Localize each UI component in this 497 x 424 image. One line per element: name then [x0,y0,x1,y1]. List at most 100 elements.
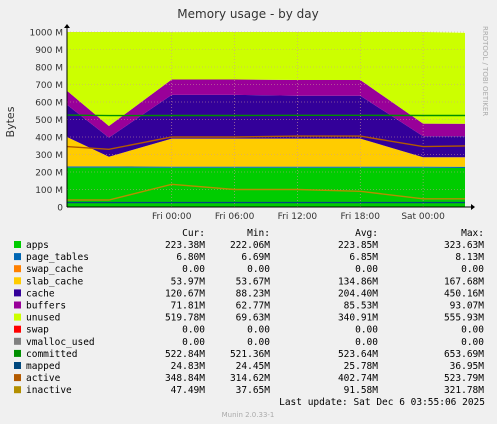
legend-cur: 0.00 [182,264,205,275]
legend-name: buffers [26,301,66,312]
legend-swatch [14,325,21,333]
legend-header: Min: [247,228,270,239]
legend-table: Cur: Min: Avg: Max: apps 223.38M 222.06M 223.85… [14,228,484,396]
chart-title: Memory usage - by day [177,7,318,21]
legend-cur: 519.78M [165,313,205,324]
legend-max: 8.13M [455,252,484,263]
legend-row-unused: unused 519.78M 69.63M 340.91M 555.93M [14,313,484,324]
munin-version: Munin 2.0.33-1 [222,411,275,419]
y-tick-label: 100 M [35,186,63,196]
line-inactive [67,183,465,201]
x-tick-label: Sat 00:00 [401,212,445,222]
x-tick-label: Fri 12:00 [278,212,318,222]
legend-name: cache [26,288,55,299]
y-tick-label: 1000 M [29,29,63,39]
legend-header: Avg: [355,228,378,239]
legend-min: 0.00 [247,337,270,348]
legend-swatch [14,386,21,394]
legend-swatch [14,265,21,273]
legend-max: 0.00 [461,264,484,275]
legend-min: 24.45M [236,361,271,372]
legend-swatch [14,374,21,382]
legend-min: 37.65M [236,385,271,396]
y-tick-label: 900 M [35,46,63,56]
legend-row-committed: committed 522.84M 521.36M 523.64M 653.69M [14,349,484,360]
rrdtool-credit: RRDTOOL / TOBI OETIKER [481,26,489,116]
legend-swatch [14,289,21,297]
legend-min: 314.62M [230,373,270,384]
legend-avg: 134.86M [338,276,378,287]
y-tick-label: 0 [57,204,63,214]
legend-avg: 340.91M [338,313,378,324]
legend-name: committed [26,349,77,360]
legend-row-cache: cache 120.67M 88.23M 204.40M 450.16M [14,288,484,299]
legend-min: 222.06M [230,240,270,251]
x-axis-arrow [471,204,475,210]
legend-row-slab-cache: slab_cache 53.97M 53.67M 134.86M 167.68M [14,276,484,287]
area-page-tables [67,166,465,168]
line-active [66,135,466,151]
y-tick-label: 800 M [35,64,63,74]
legend-avg: 91.58M [344,385,379,396]
legend-min: 0.00 [247,325,270,336]
legend-cur: 53.97M [171,276,206,287]
legend-cur: 71.81M [171,301,206,312]
legend-row-page-tables: page_tables 6.80M 6.69M 6.85M 8.13M [14,252,484,263]
line-committed [66,114,465,117]
legend-max: 555.93M [444,313,484,324]
legend-max: 0.00 [461,337,484,348]
legend-avg: 402.74M [338,373,378,384]
legend-row-active: active 348.84M 314.62M 402.74M 523.79M [14,373,484,384]
legend-avg: 85.53M [344,301,379,312]
legend-min: 6.69M [241,252,270,263]
legend-min: 521.36M [230,349,270,360]
area-slab-cache [67,137,465,167]
legend-swatch [14,277,21,285]
legend-max: 93.07M [450,301,485,312]
last-update: Last update: Sat Dec 6 03:55:06 2025 [279,397,485,408]
legend-row-swap-cache: swap_cache 0.00 0.00 0.00 0.00 [14,264,484,275]
legend-max: 321.78M [444,385,484,396]
legend-avg: 223.85M [338,240,378,251]
legend-swatch [14,301,21,309]
legend-swatch [14,349,21,357]
area-buffers [67,79,465,138]
legend-name: swap_cache [26,264,83,275]
legend-swatch [14,337,21,345]
legend-max: 0.00 [461,325,484,336]
legend-min: 53.67M [236,276,271,287]
legend-row-mapped: mapped 24.83M 24.45M 25.78M 36.95M [14,361,484,372]
legend-row-vmalloc-used: vmalloc_used 0.00 0.00 0.00 0.00 [14,337,484,348]
y-tick-label: 400 M [35,134,63,144]
y-tick-label: 500 M [35,116,63,126]
legend-max: 450.16M [444,288,484,299]
legend-avg: 523.64M [338,349,378,360]
legend-cur: 120.67M [165,288,205,299]
legend-avg: 25.78M [344,361,379,372]
legend-name: page_tables [26,252,89,263]
legend-avg: 0.00 [355,325,378,336]
y-axis-label: Bytes [4,106,17,137]
legend-name: apps [26,240,49,251]
y-tick-label: 200 M [35,169,63,179]
legend-header: Max: [461,228,484,239]
legend-swatch [14,253,21,261]
legend-cur: 0.00 [182,325,205,336]
x-tick-label: Fri 00:00 [152,212,192,222]
legend-name: vmalloc_used [26,337,95,348]
legend-cur: 47.49M [171,385,206,396]
area-apps [67,167,465,207]
legend-min: 0.00 [247,264,270,275]
plot-area: 0 100 M 200 M 300 M 400 M 500 M 600 M 700 M 800 … [29,24,475,222]
legend-cur: 24.83M [171,361,206,372]
legend-min: 88.23M [236,288,271,299]
legend-name: swap [26,325,49,336]
legend-cur: 522.84M [165,349,205,360]
legend-name: unused [26,313,60,324]
legend-avg: 0.00 [355,264,378,275]
legend-min: 69.63M [236,313,271,324]
legend-swatch [14,241,21,248]
legend-name: active [26,373,61,384]
y-tick-label: 600 M [35,99,63,109]
